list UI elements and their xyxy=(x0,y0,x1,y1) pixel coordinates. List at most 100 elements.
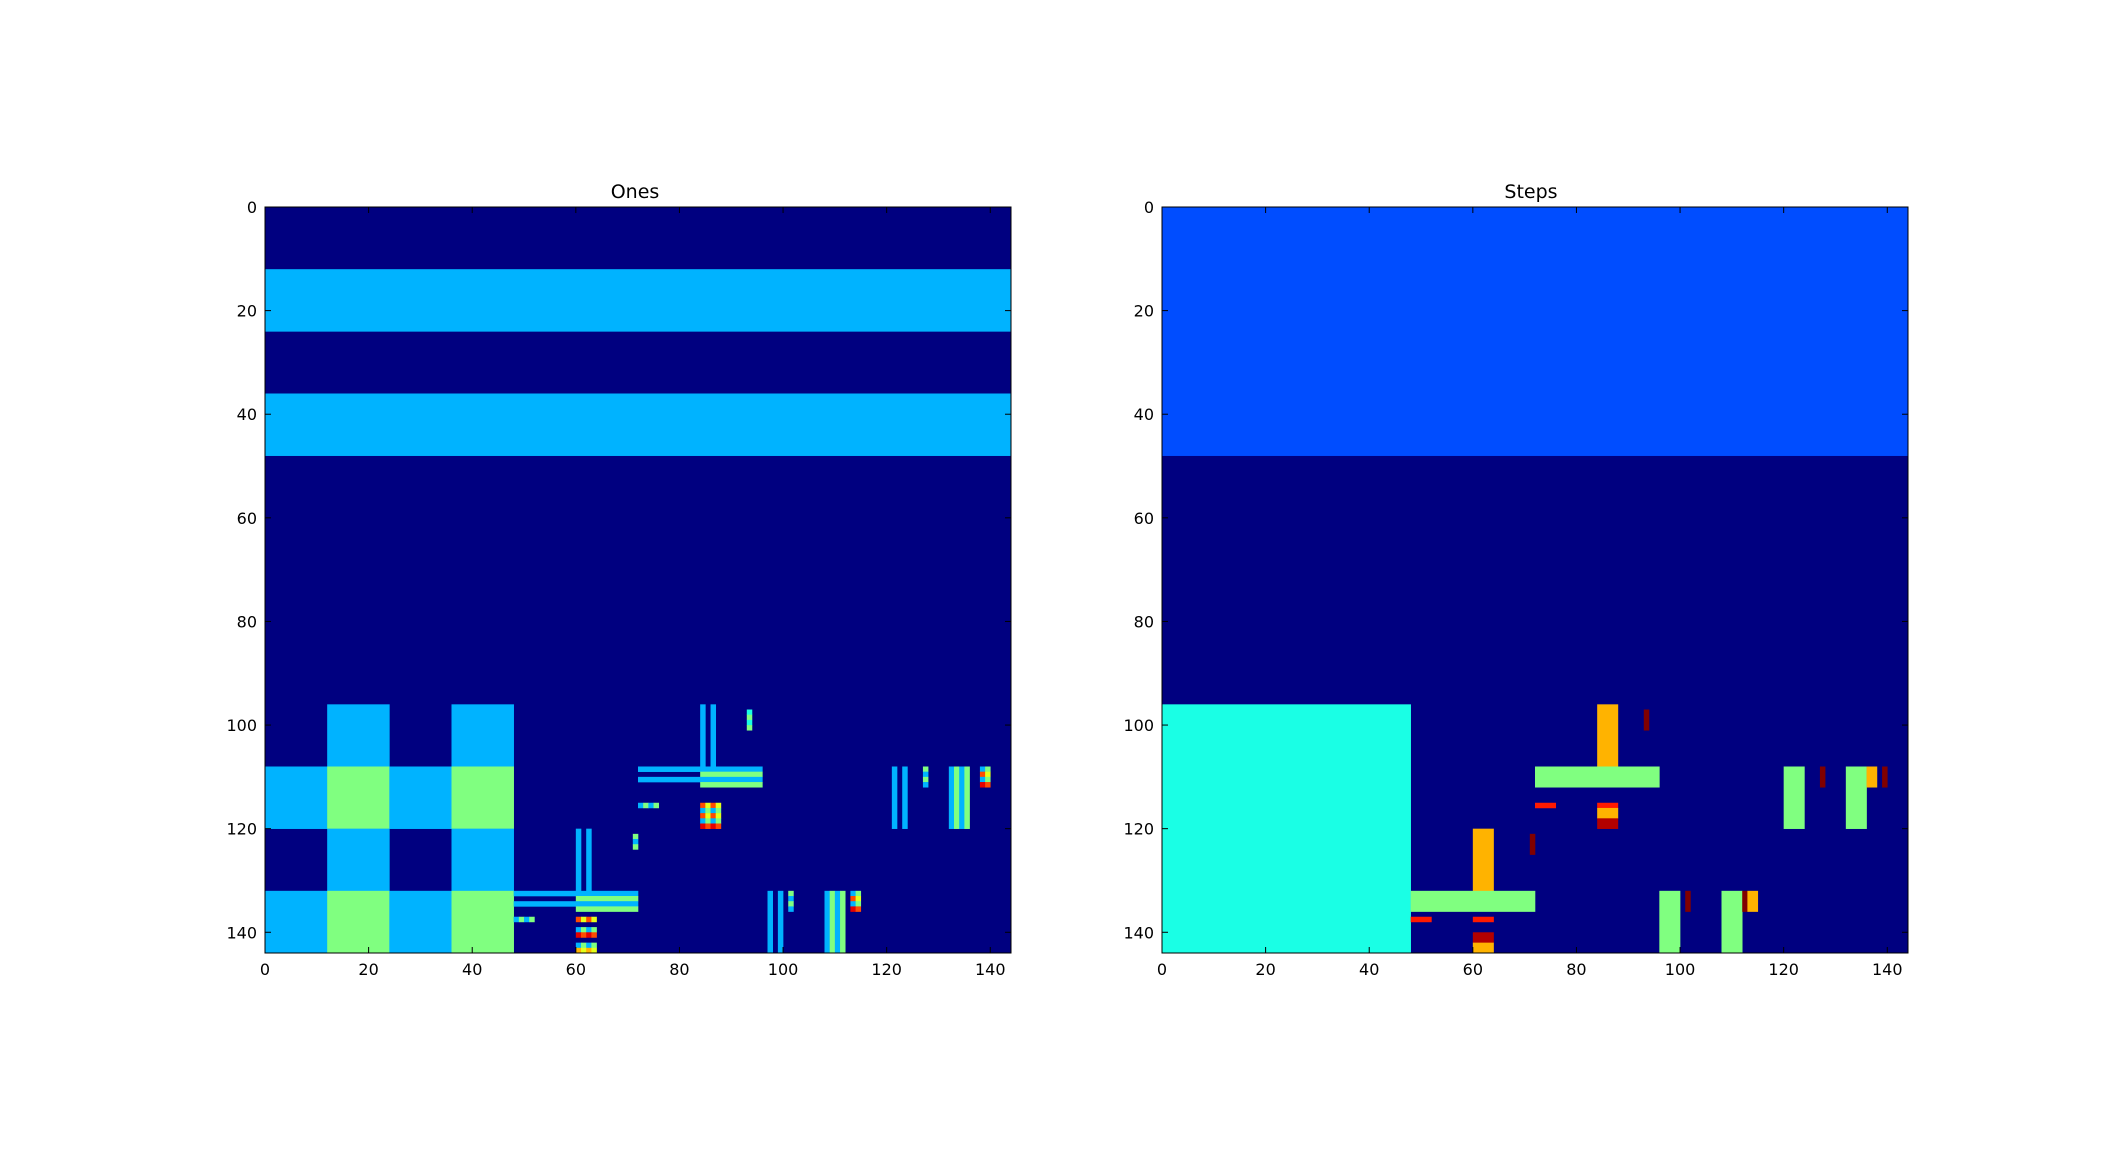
ones-heatmap-cell xyxy=(788,896,794,902)
steps-heatmap-cell xyxy=(1742,890,1748,912)
ones-x-tick-label: 20 xyxy=(358,960,378,979)
ones-heatmap-cell xyxy=(840,890,846,954)
ones-heatmap-cell xyxy=(389,766,452,829)
ones-heatmap-cell xyxy=(265,766,328,829)
ones-heatmap-cell xyxy=(850,896,856,902)
ones-heatmap-cell xyxy=(979,776,986,783)
ones-heatmap-cell xyxy=(788,890,794,897)
ones-heatmap-cell xyxy=(788,901,794,907)
steps-y-tick-label: 0 xyxy=(1144,198,1154,217)
ones-heatmap-cell xyxy=(648,802,654,809)
ones-y-tick-label: 60 xyxy=(237,509,257,528)
steps-y-tick-label: 20 xyxy=(1134,302,1154,321)
ones-y-tick-label: 40 xyxy=(237,405,257,424)
ones-heatmap-cell xyxy=(529,916,535,923)
ones-heatmap-cell xyxy=(985,766,991,772)
ones-y-tick-label: 20 xyxy=(237,302,257,321)
ones-heatmap-cell xyxy=(524,916,530,923)
steps-y-tick-label: 60 xyxy=(1134,509,1154,528)
steps-heatmap-cell xyxy=(1472,932,1494,943)
ones-heatmap-cell xyxy=(715,807,722,814)
ones-heatmap-cell xyxy=(979,766,986,772)
steps-x-tick-label: 120 xyxy=(1768,960,1799,979)
ones-heatmap-cell xyxy=(586,916,592,923)
ones-heatmap-cell xyxy=(327,766,390,829)
ones-heatmap-cell xyxy=(591,916,597,923)
steps-heatmap-cell xyxy=(1472,828,1494,892)
ones-heatmap-cell xyxy=(265,269,1012,332)
ones-heatmap-cell xyxy=(985,776,991,783)
steps-x-tick-label: 20 xyxy=(1255,960,1275,979)
steps-heatmap-cell xyxy=(1659,890,1681,954)
ones-heatmap-cell xyxy=(591,932,597,938)
steps-heatmap-cell xyxy=(1162,704,1411,954)
ones-heatmap-cell xyxy=(700,771,763,778)
ones-heatmap-cell xyxy=(632,833,639,840)
ones-heatmap-cell xyxy=(922,776,929,783)
ones-heatmap-cell xyxy=(855,901,862,907)
ones-heatmap-cell xyxy=(824,890,830,954)
ones-heatmap-cell xyxy=(985,771,991,778)
ones-heatmap-cell xyxy=(265,393,1012,456)
ones-heatmap-cell xyxy=(513,916,520,923)
ones-heatmap-cell xyxy=(586,932,592,938)
ones-x-tick-label: 40 xyxy=(462,960,482,979)
steps-heatmap-cells xyxy=(1162,207,1909,954)
ones-heatmap-cell xyxy=(700,782,763,788)
ones-heatmap-cell xyxy=(902,766,908,829)
steps-heatmap-cell xyxy=(1685,890,1691,912)
ones-y-tick-label: 140 xyxy=(226,923,257,942)
ones-heatmap-cell xyxy=(327,828,390,892)
ones-heatmap-cell xyxy=(586,947,592,954)
ones-x-tick-label: 0 xyxy=(260,960,270,979)
steps-x-tick-label: 100 xyxy=(1665,960,1696,979)
steps-y-tick-label: 80 xyxy=(1134,612,1154,631)
ones-heatmap-cell xyxy=(855,906,862,912)
ones-heatmap-cell xyxy=(959,766,965,829)
ones-heatmap-cell xyxy=(922,766,929,772)
steps-heatmap-cell xyxy=(1747,890,1759,912)
ones-heatmap-cell xyxy=(710,813,717,819)
steps-heatmap-cell xyxy=(1597,704,1619,767)
ones-heatmap-cell xyxy=(327,704,390,767)
ones-heatmap-cell xyxy=(700,813,706,819)
steps-heatmap-cell xyxy=(1783,766,1805,829)
ones-y-tick-label: 0 xyxy=(247,198,257,217)
steps-heatmap-cell xyxy=(1845,766,1867,829)
ones-heatmap-cell xyxy=(638,776,701,783)
ones-heatmap-cell xyxy=(705,823,711,829)
steps-heatmap-cell xyxy=(1819,766,1826,788)
ones-heatmap-cell xyxy=(834,890,841,954)
ones-heatmap-cell xyxy=(451,828,514,892)
ones-heatmap-cell xyxy=(788,906,794,912)
ones-heatmap-cell xyxy=(591,942,597,949)
steps-heatmap-cell xyxy=(1472,916,1494,923)
steps-heatmap-cell xyxy=(1410,916,1432,923)
ones-heatmap-cell xyxy=(710,704,717,767)
ones-heatmap-cell xyxy=(575,901,639,907)
ones-heatmap-cell xyxy=(581,942,587,949)
steps-x-tick-label: 140 xyxy=(1872,960,1903,979)
ones-chart-title: Ones xyxy=(611,181,660,203)
ones-heatmap-cell xyxy=(746,719,753,726)
ones-heatmap-cell xyxy=(710,802,717,809)
steps-heatmap-cell xyxy=(1882,766,1888,788)
ones-heatmap-cell xyxy=(700,704,706,767)
ones-heatmap-cell xyxy=(586,828,592,892)
steps-heatmap-cell xyxy=(1535,766,1660,788)
ones-heatmap-cell xyxy=(979,782,986,788)
ones-heatmap-cell xyxy=(591,927,597,933)
steps-heatmap-cell xyxy=(1535,802,1557,809)
ones-heatmap-cell xyxy=(922,771,929,778)
ones-heatmap-cell xyxy=(575,896,639,902)
steps-y-tick-label: 120 xyxy=(1123,820,1154,839)
ones-y-tick-label: 100 xyxy=(226,716,257,735)
steps-x-tick-label: 0 xyxy=(1157,960,1167,979)
ones-heatmap-cell xyxy=(850,901,856,907)
ones-heatmap-cell xyxy=(700,807,706,814)
ones-heatmap-cell xyxy=(705,813,711,819)
ones-heatmap-cell xyxy=(700,776,763,783)
ones-heatmap-cell xyxy=(575,906,639,912)
